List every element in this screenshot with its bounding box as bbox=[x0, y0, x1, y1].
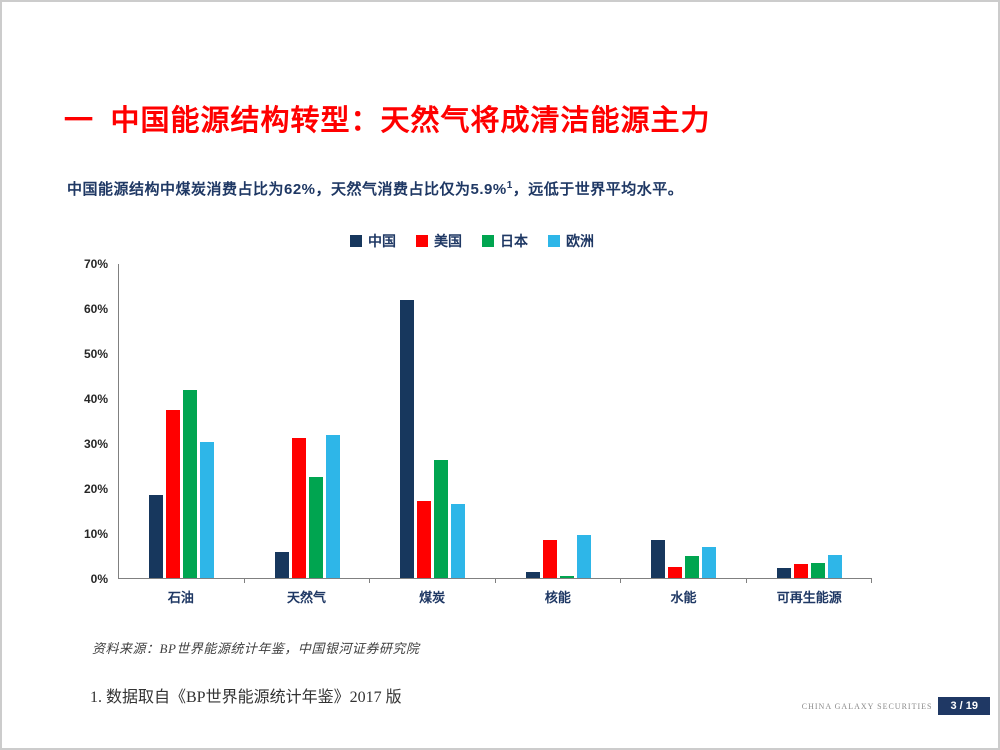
y-tick-label: 30% bbox=[83, 437, 108, 451]
x-axis-label: 石油 bbox=[167, 590, 194, 605]
bar-中国-石油 bbox=[149, 494, 164, 578]
bar-group-水能 bbox=[621, 264, 747, 583]
x-axis-label: 煤炭 bbox=[419, 590, 446, 605]
subtitle-text-after: ，远低于世界平均水平。 bbox=[512, 181, 684, 198]
bar-日本-煤炭 bbox=[434, 459, 449, 578]
legend-swatch bbox=[350, 235, 362, 247]
bar-中国-核能 bbox=[525, 572, 540, 578]
bar-美国-煤炭 bbox=[417, 500, 432, 578]
y-tick-label: 20% bbox=[83, 482, 108, 496]
bar-group-天然气 bbox=[245, 264, 371, 583]
bar-中国-水能 bbox=[651, 539, 666, 578]
slide-subtitle: 中国能源结构中煤炭消费占比为62%，天然气消费占比仅为5.9%1，远低于世界平均… bbox=[67, 178, 683, 199]
legend-label: 欧洲 bbox=[566, 233, 594, 249]
subtitle-text: 中国能源结构中煤炭消费占比为62%，天然气消费占比仅为5.9% bbox=[67, 181, 507, 198]
legend-label: 日本 bbox=[500, 233, 528, 249]
page-number-badge: 3 / 19 bbox=[938, 697, 990, 715]
bar-欧洲-可再生能源 bbox=[827, 555, 842, 578]
legend-item-欧洲: 欧洲 bbox=[548, 231, 594, 251]
bar-中国-可再生能源 bbox=[776, 568, 791, 578]
chart-legend: 中国 美国 日本 欧洲 bbox=[72, 230, 872, 252]
bar-美国-天然气 bbox=[291, 437, 306, 578]
legend-item-美国: 美国 bbox=[416, 231, 462, 251]
x-axis-label: 可再生能源 bbox=[776, 590, 842, 605]
bar-中国-天然气 bbox=[274, 551, 289, 578]
bar-欧洲-天然气 bbox=[325, 435, 340, 578]
x-axis-label: 核能 bbox=[544, 590, 571, 605]
x-axis-label: 水能 bbox=[670, 590, 697, 605]
bar-日本-水能 bbox=[685, 556, 700, 578]
bar-欧洲-水能 bbox=[702, 547, 717, 578]
legend-swatch bbox=[548, 235, 560, 247]
y-axis: 0% 10% 20% 30% 40% 50% 60% 70% bbox=[72, 257, 118, 586]
y-tick-label: 40% bbox=[83, 392, 108, 406]
slide-footer: CHINA GALAXY SECURITIES 3 / 19 bbox=[802, 697, 990, 715]
slide-title: 一 中国能源结构转型：天然气将成清洁能源主力 bbox=[64, 105, 711, 137]
bar-中国-煤炭 bbox=[400, 299, 415, 578]
legend-label: 中国 bbox=[368, 233, 396, 249]
chart-body: 0% 10% 20% 30% 40% 50% 60% 70% 石油 天然气 煤炭 核能 水能 可再生能源 bbox=[72, 257, 872, 606]
plot-wrap: 石油 天然气 煤炭 核能 水能 可再生能源 bbox=[118, 264, 872, 606]
bar-日本-可再生能源 bbox=[810, 562, 825, 578]
bar-美国-可再生能源 bbox=[793, 564, 808, 578]
y-tick-label: 0% bbox=[90, 572, 108, 586]
legend-item-日本: 日本 bbox=[482, 231, 528, 251]
bar-欧洲-石油 bbox=[200, 442, 215, 578]
bar-group-可再生能源 bbox=[747, 264, 873, 583]
bar-美国-水能 bbox=[668, 566, 683, 578]
subtitle-superscript: 1 bbox=[506, 180, 513, 191]
bar-group-石油 bbox=[119, 264, 245, 583]
bar-日本-核能 bbox=[559, 575, 574, 578]
bar-group-核能 bbox=[496, 264, 622, 583]
bar-欧洲-核能 bbox=[576, 534, 591, 578]
x-axis-label: 天然气 bbox=[287, 590, 327, 605]
bar-美国-石油 bbox=[166, 409, 181, 578]
data-source-note: 资料来源：BP世界能源统计年鉴，中国银河证券研究院 bbox=[92, 641, 420, 656]
energy-structure-bar-chart: 中国 美国 日本 欧洲 0% 10% 20% 30% 40% 50% 60% 70% 石油 天然气 煤炭… bbox=[72, 230, 872, 606]
bar-group-煤炭 bbox=[370, 264, 496, 583]
bar-日本-石油 bbox=[183, 389, 198, 578]
y-tick-label: 10% bbox=[83, 527, 108, 541]
legend-label: 美国 bbox=[434, 233, 462, 249]
y-tick-label: 50% bbox=[83, 347, 108, 361]
y-tick-label: 60% bbox=[83, 302, 108, 316]
bar-欧洲-煤炭 bbox=[451, 504, 466, 578]
legend-swatch bbox=[416, 235, 428, 247]
legend-item-中国: 中国 bbox=[350, 231, 396, 251]
footnote: 1. 数据取自《BP世界能源统计年鉴》2017 版 bbox=[90, 689, 402, 706]
y-tick-label: 70% bbox=[83, 257, 108, 271]
x-axis-labels: 石油 天然气 煤炭 核能 水能 可再生能源 bbox=[118, 587, 872, 606]
legend-swatch bbox=[482, 235, 494, 247]
company-name: CHINA GALAXY SECURITIES bbox=[801, 701, 933, 711]
bar-日本-天然气 bbox=[308, 476, 323, 578]
bar-美国-核能 bbox=[542, 539, 557, 578]
plot-area bbox=[118, 264, 873, 583]
